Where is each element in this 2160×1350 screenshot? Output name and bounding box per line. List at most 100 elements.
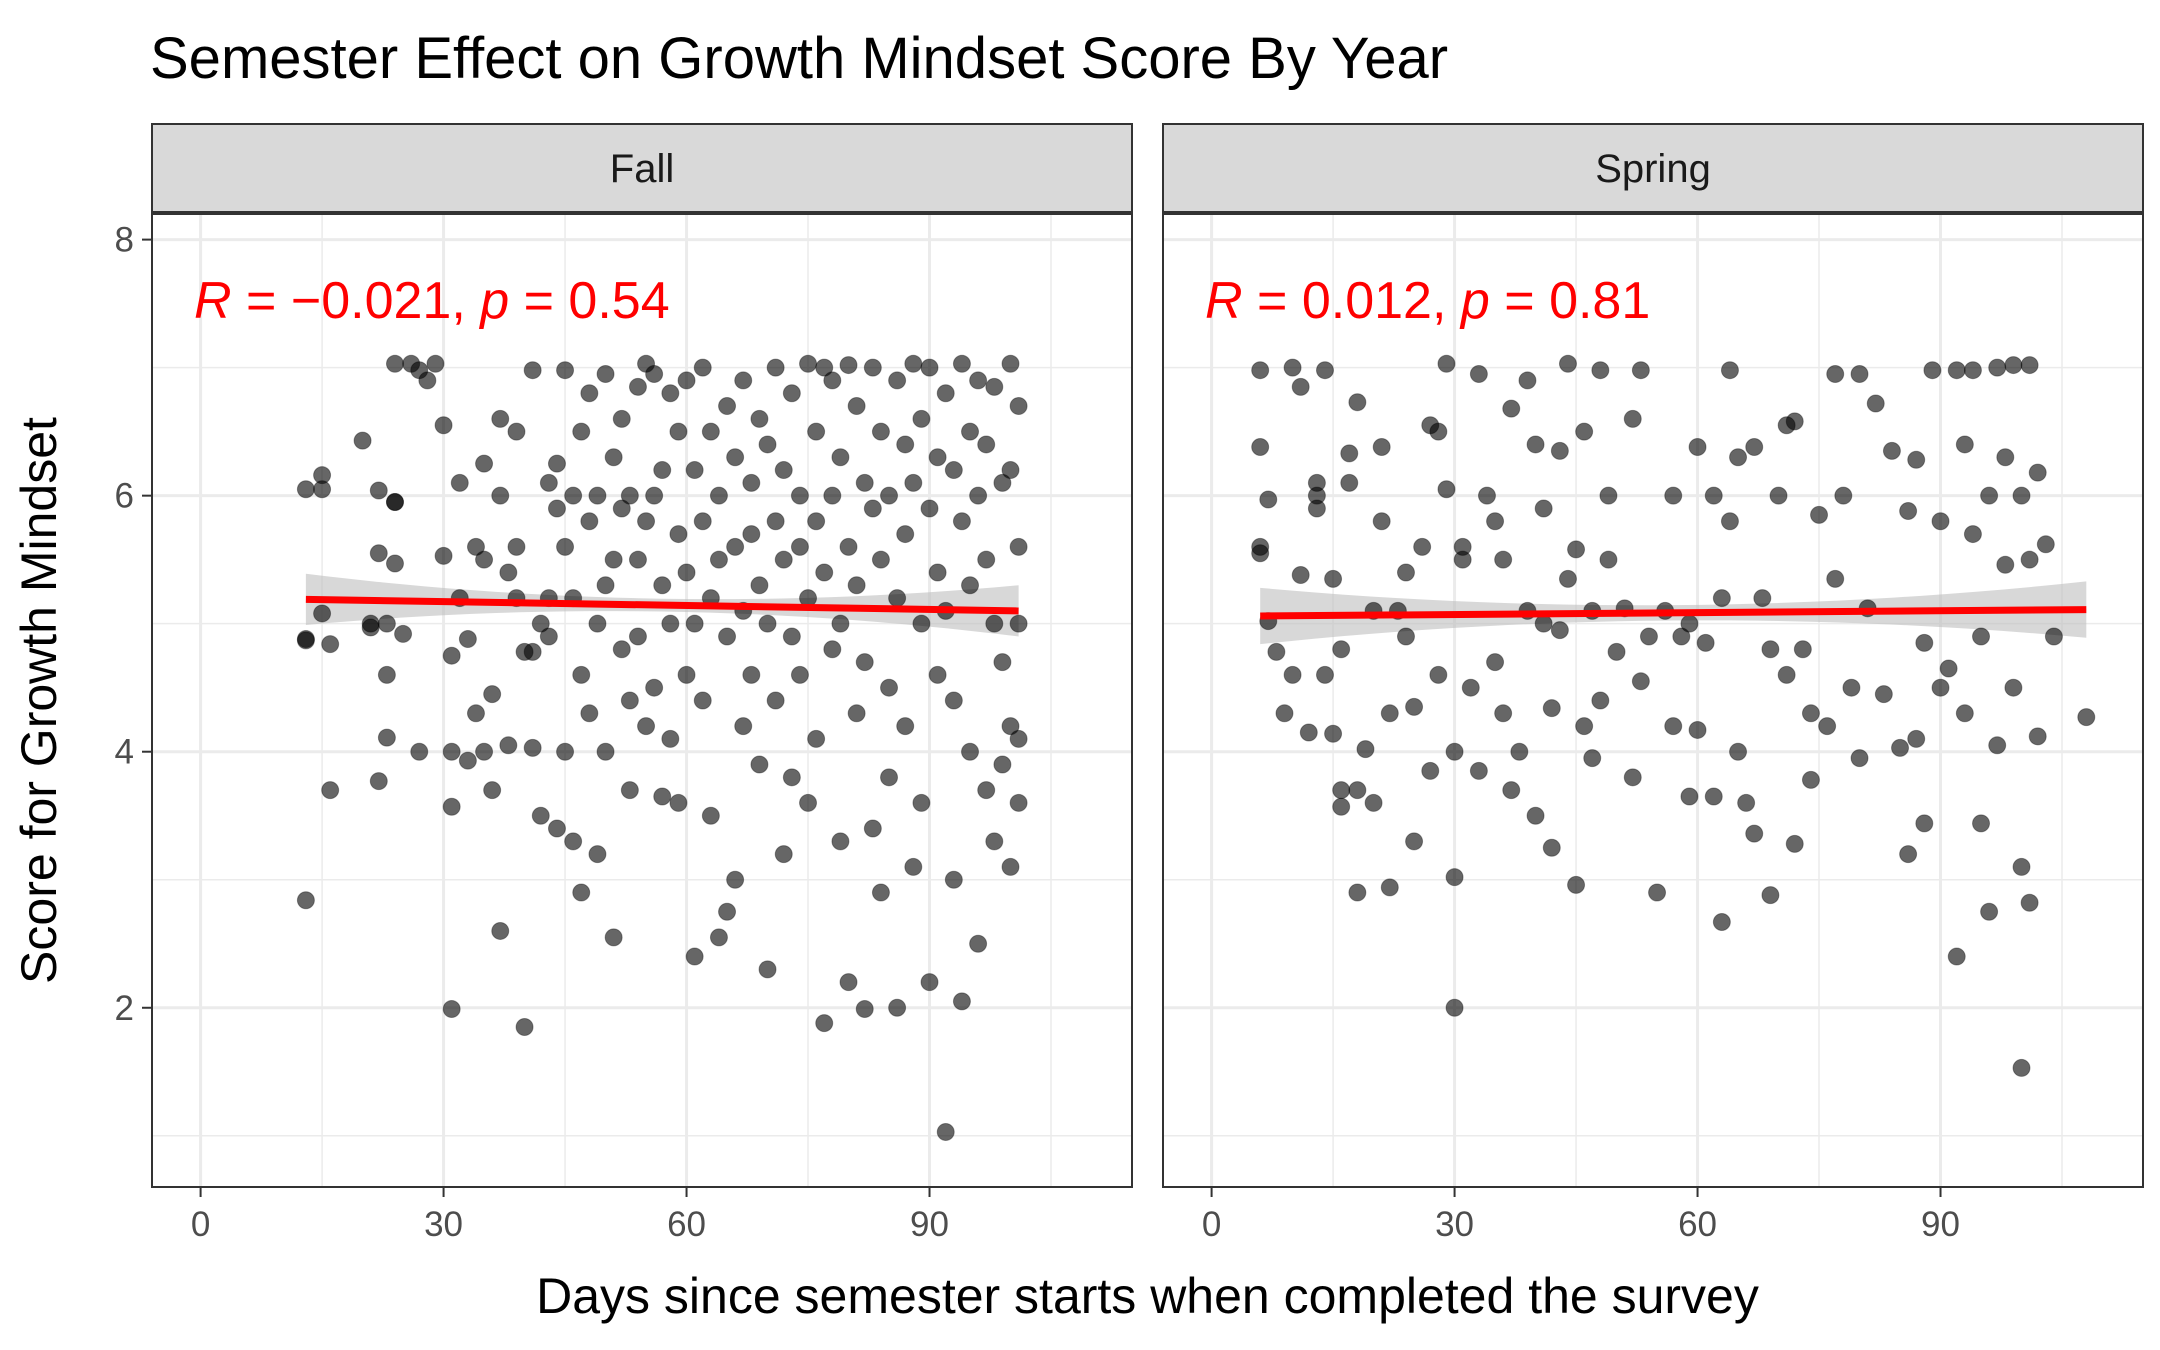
data-point (653, 576, 672, 595)
data-point (1810, 505, 1829, 524)
data-point (985, 614, 1004, 633)
data-point (758, 435, 777, 454)
data-point (782, 627, 801, 646)
data-point (1445, 868, 1464, 887)
data-point (321, 635, 340, 654)
data-point (888, 371, 907, 390)
data-point (377, 728, 396, 747)
data-point (1963, 361, 1982, 380)
data-point (1291, 566, 1310, 585)
data-point (1251, 361, 1270, 380)
data-point (499, 563, 518, 582)
data-point (790, 486, 809, 505)
data-point (807, 729, 826, 748)
data-point (1931, 512, 1950, 531)
data-point (483, 685, 502, 704)
data-point (645, 486, 664, 505)
data-point (580, 512, 599, 531)
data-point (296, 480, 315, 499)
data-point (847, 397, 866, 416)
data-point (677, 371, 696, 390)
data-point (523, 361, 542, 380)
data-point (385, 554, 404, 573)
data-point (1567, 875, 1586, 894)
data-point (1486, 653, 1505, 672)
data-point (661, 614, 680, 633)
data-point (491, 409, 510, 428)
data-point (1874, 685, 1893, 704)
data-point (944, 691, 963, 710)
data-point (1891, 738, 1910, 757)
data-point (1009, 793, 1028, 812)
data-point (1477, 486, 1496, 505)
data-point (1899, 845, 1918, 864)
data-point (677, 563, 696, 582)
data-point (1405, 832, 1424, 851)
data-point (1009, 614, 1028, 633)
data-point (2020, 550, 2039, 569)
data-point (458, 630, 477, 649)
data-point (1518, 371, 1537, 390)
data-point (1834, 486, 1853, 505)
data-point (645, 365, 664, 384)
data-point (855, 473, 874, 492)
data-point (1850, 365, 1869, 384)
data-point (1251, 438, 1270, 457)
data-point (920, 358, 939, 377)
data-point (1469, 761, 1488, 780)
data-point (1380, 878, 1399, 897)
data-point (1494, 550, 1513, 569)
data-point (361, 618, 380, 637)
data-point (928, 665, 947, 684)
data-point (1591, 691, 1610, 710)
data-point (1972, 627, 1991, 646)
data-point (434, 416, 453, 435)
data-point (1793, 640, 1812, 659)
data-point (604, 550, 623, 569)
data-point (458, 751, 477, 770)
data-point (807, 422, 826, 441)
data-point (2012, 486, 2031, 505)
data-point (1599, 550, 1618, 569)
y-tick-label: 8 (115, 221, 134, 260)
data-point (1437, 480, 1456, 499)
data-point (564, 832, 583, 851)
correlation-annotation: R = 0.012, p = 0.81 (1205, 272, 1650, 330)
data-point (442, 797, 461, 816)
x-tick-label: 0 (1202, 1205, 1221, 1244)
data-point (572, 883, 591, 902)
data-point (1340, 473, 1359, 492)
data-point (888, 589, 907, 608)
data-point (637, 717, 656, 736)
data-point (1332, 797, 1351, 816)
data-point (1364, 793, 1383, 812)
data-point (1915, 814, 1934, 833)
data-point (871, 422, 890, 441)
data-point (1550, 621, 1569, 640)
data-point (1720, 512, 1739, 531)
data-point (693, 358, 712, 377)
data-point (896, 435, 915, 454)
data-point (912, 614, 931, 633)
data-point (1534, 499, 1553, 518)
data-point (1599, 486, 1618, 505)
data-point (1818, 717, 1837, 736)
data-point (2004, 678, 2023, 697)
data-point (1915, 633, 1934, 652)
data-point (904, 857, 923, 876)
data-point (1648, 883, 1667, 902)
facet-strip-label: Spring (1595, 147, 1711, 191)
data-point (701, 422, 720, 441)
data-point (499, 736, 518, 755)
data-point (952, 512, 971, 531)
data-point (1996, 448, 2015, 467)
data-point (539, 473, 558, 492)
data-point (377, 614, 396, 633)
data-point (1526, 806, 1545, 825)
data-point (726, 537, 745, 556)
data-point (1429, 422, 1448, 441)
data-point (1421, 761, 1440, 780)
data-point (880, 768, 899, 787)
data-point (952, 992, 971, 1011)
